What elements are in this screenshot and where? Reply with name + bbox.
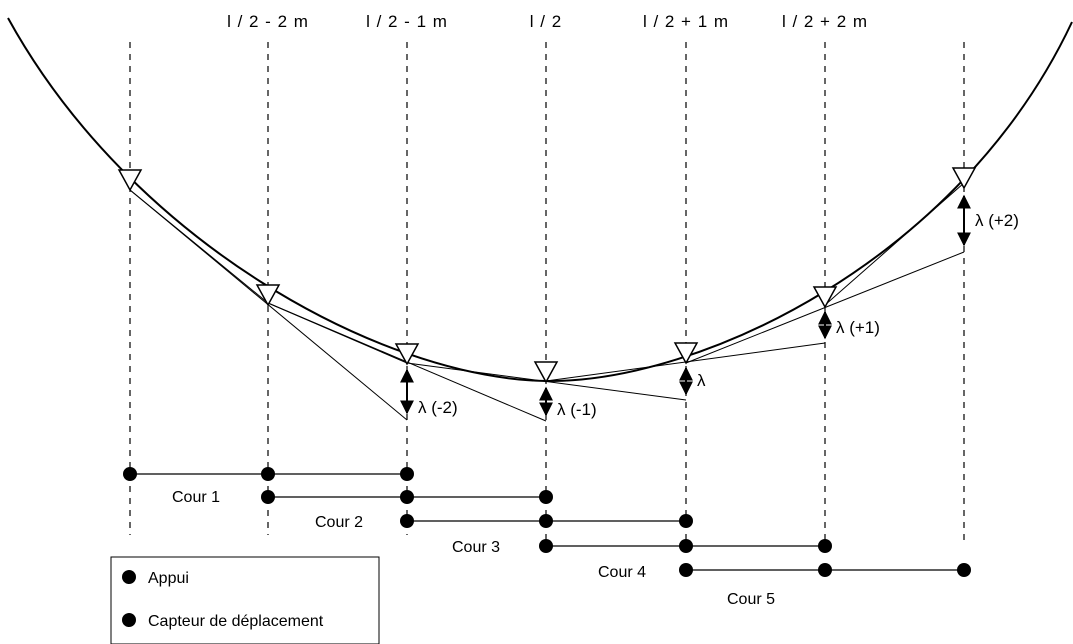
cour-label-5: Cour 5 [727, 591, 775, 608]
dot-icon [818, 563, 832, 577]
triangle-icon [394, 343, 420, 366]
triangle-icon [255, 284, 281, 307]
legend: Appui Capteur de déplacement [110, 556, 380, 644]
dot-icon [539, 514, 553, 528]
cour-dots [123, 467, 971, 577]
lambda-label-4: λ (+1) [836, 318, 880, 337]
top-label-5: l / 2 + 2 m [782, 12, 868, 31]
lambda-arrows [400, 194, 971, 417]
triangle-markers [117, 167, 977, 384]
lambda-label-2: λ (-1) [557, 400, 597, 419]
dot-icon [400, 514, 414, 528]
dot-icon [400, 490, 414, 504]
cour-label-1: Cour 1 [172, 489, 220, 506]
legend-label-appui: Appui [148, 570, 189, 587]
lambda-label-3: λ [697, 371, 706, 390]
top-label-2: l / 2 - 1 m [366, 12, 448, 31]
dot-icon [679, 563, 693, 577]
top-label-3: l / 2 [530, 12, 562, 31]
top-labels: l / 2 - 2 m l / 2 - 1 m l / 2 l / 2 + 1 … [227, 12, 868, 31]
dot-icon [679, 539, 693, 553]
chord-8 [129, 189, 269, 304]
lambda-labels: λ (-2) λ (-1) λ λ (+1) λ (+2) [418, 211, 1019, 419]
dot-icon [539, 539, 553, 553]
cour-label-4: Cour 4 [598, 564, 646, 581]
chord-lines [129, 182, 965, 422]
dot-icon [539, 490, 553, 504]
dot-icon [818, 539, 832, 553]
top-label-4: l / 2 + 1 m [643, 12, 729, 31]
triangle-icon [812, 286, 838, 309]
triangle-icon [951, 167, 977, 190]
legend-dot-icon [122, 613, 136, 627]
dot-icon [261, 490, 275, 504]
dot-icon [679, 514, 693, 528]
dot-icon [123, 467, 137, 481]
legend-dot-icon [122, 570, 136, 584]
vertical-dashed-lines [129, 42, 965, 545]
dot-icon [957, 563, 971, 577]
lambda-label-5: λ (+2) [975, 211, 1019, 230]
cour-label-3: Cour 3 [452, 539, 500, 556]
legend-box [110, 556, 380, 644]
track-curve [7, 17, 1073, 383]
dot-icon [261, 467, 275, 481]
chord-6 [824, 182, 965, 306]
triangle-icon [673, 342, 699, 365]
triangle-icon [117, 169, 143, 192]
dot-icon [400, 467, 414, 481]
lambda-label-1: λ (-2) [418, 398, 458, 417]
triangle-icon [533, 361, 559, 384]
legend-label-capteur: Capteur de déplacement [148, 613, 324, 630]
chord-7 [267, 302, 408, 364]
cour-labels: Cour 1 Cour 2 Cour 3 Cour 4 Cour 5 [172, 489, 775, 608]
cour-label-2: Cour 2 [315, 514, 363, 531]
top-label-1: l / 2 - 2 m [227, 12, 309, 31]
